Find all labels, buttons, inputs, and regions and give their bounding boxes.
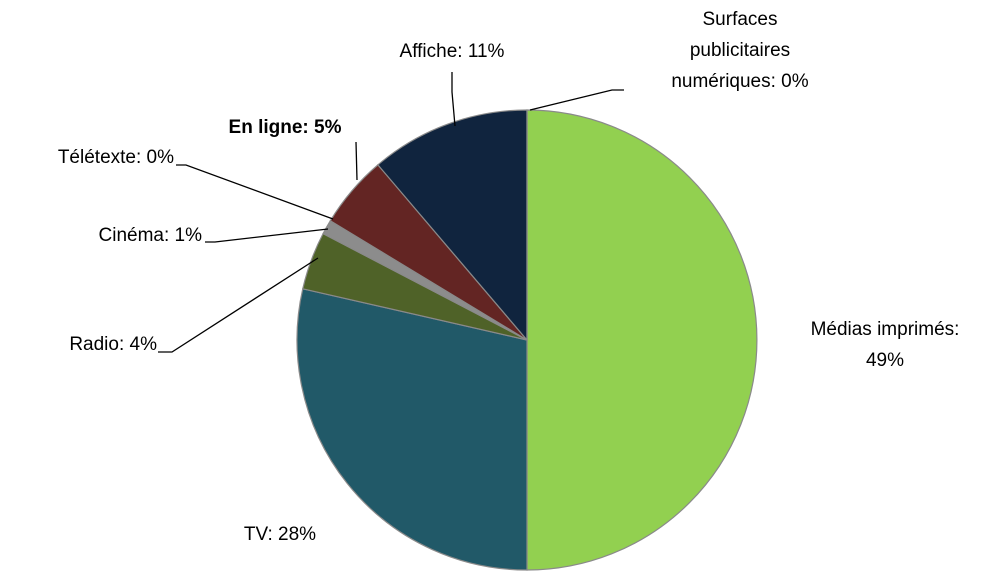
data-label: Affiche: 11% [399, 41, 505, 62]
data-label: Surfaces publicitaires numériques: 0% [671, 9, 809, 92]
leader-line [176, 164, 334, 220]
leader-line [355, 141, 358, 181]
data-label: Médias imprimés: 49% [810, 319, 960, 371]
leader-line [451, 72, 456, 127]
data-label: TV: 28% [243, 524, 317, 545]
slices [296, 109, 758, 571]
leader-line [529, 89, 624, 111]
leader-line [158, 257, 319, 353]
data-label: Télétexte: 0% [57, 147, 174, 168]
data-label: Radio: 4% [69, 334, 157, 355]
data-label: En ligne: 5% [228, 117, 342, 138]
pie-slice [526, 109, 758, 571]
pie-slice [377, 109, 528, 342]
pie-slice [296, 288, 528, 571]
data-label: Cinéma: 1% [98, 225, 203, 246]
leader-line [205, 228, 329, 243]
